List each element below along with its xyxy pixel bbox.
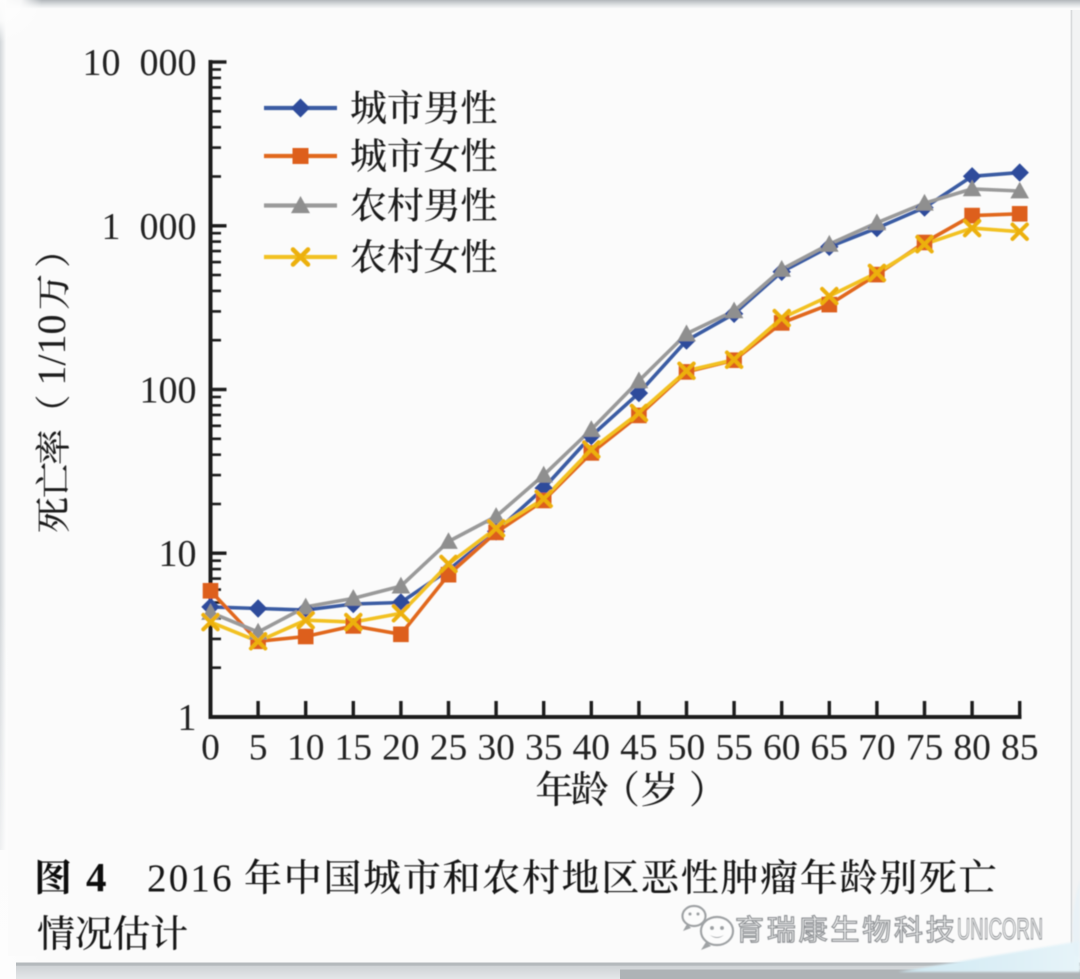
svg-text:1 000: 1 000 (102, 206, 197, 248)
svg-text:55: 55 (715, 728, 753, 769)
svg-text:10: 10 (287, 728, 325, 769)
svg-text:5: 5 (249, 728, 268, 769)
svg-text:0: 0 (201, 728, 220, 769)
svg-text:2016: 2016 (147, 857, 234, 900)
svg-text:75: 75 (906, 728, 944, 769)
svg-text:30: 30 (477, 728, 515, 769)
svg-text:1: 1 (178, 697, 197, 739)
svg-text:40: 40 (573, 728, 611, 769)
svg-text:10 000: 10 000 (83, 42, 197, 84)
svg-text:80: 80 (953, 728, 991, 769)
svg-text:65: 65 (811, 728, 849, 769)
svg-text:UNICORN: UNICORN (957, 913, 1043, 946)
svg-text:4: 4 (86, 854, 107, 900)
svg-text:70: 70 (858, 728, 896, 769)
svg-text:45: 45 (620, 728, 658, 769)
svg-text:100: 100 (140, 370, 197, 412)
svg-text:20: 20 (382, 728, 420, 769)
svg-text:35: 35 (525, 728, 563, 769)
svg-text:15: 15 (335, 728, 373, 769)
svg-text:85: 85 (1001, 728, 1039, 769)
svg-text:1/10: 1/10 (29, 314, 74, 385)
svg-text:60: 60 (763, 728, 801, 769)
svg-text:25: 25 (430, 728, 468, 769)
svg-text:50: 50 (668, 728, 706, 769)
svg-text:10: 10 (159, 533, 197, 575)
